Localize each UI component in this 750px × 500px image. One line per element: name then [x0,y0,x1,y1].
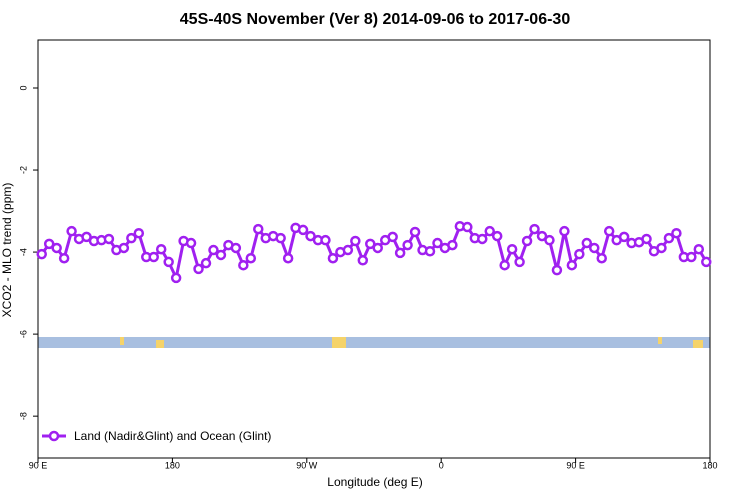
data-point [521,235,533,247]
y-tick-label: -4 [18,248,28,256]
data-point [491,230,503,242]
data-point [275,232,286,244]
data-point [581,237,593,249]
data-point [342,244,354,256]
data-point [170,272,182,284]
data-point [51,242,62,254]
data-point [462,221,473,233]
plot-frame [37,39,711,459]
data-point [320,234,331,246]
data-point [43,238,55,250]
data-point [350,235,361,247]
land-ocean-band [38,337,710,348]
data-point [686,251,697,263]
x-tick-label: 90 E [566,460,585,470]
data-point [514,256,525,268]
data-point [253,223,264,235]
data-point [559,225,570,237]
data-point [282,252,294,264]
y-tick-label: 0 [18,85,28,90]
data-point [305,230,316,242]
data-point [701,256,712,268]
y-tick-label: -8 [18,412,28,420]
data-point [424,246,436,257]
data-point [387,231,398,243]
data-point [618,231,630,243]
x-tick-label: 180 [702,460,717,470]
chart-title: 45S-40S November (Ver 8) 2014-09-06 to 2… [180,11,571,28]
data-point [551,264,563,276]
land-patch [332,337,346,348]
data-point [432,237,443,249]
land-patch [658,337,662,344]
data-point [603,225,615,237]
data-point [641,233,652,245]
data-point [484,225,495,237]
data-point [566,259,578,271]
x-axis-label: Longitude (deg E) [327,475,422,489]
legend-label: Land (Nadir&Glint) and Ocean (Glint) [74,429,271,443]
data-point [297,224,309,236]
data-point [536,230,548,242]
land-patch [120,337,124,345]
x-tick-label: 180 [165,460,180,470]
x-tick-label: 90 E [29,460,48,470]
data-point [208,244,219,256]
data-point [148,251,159,263]
data-point [185,237,197,249]
data-point [447,239,458,251]
data-point [574,248,585,260]
data-point [506,243,518,255]
data-point [126,232,137,244]
data-point [663,232,675,244]
data-point [656,242,667,254]
data-point [499,259,510,271]
data-point [589,242,600,254]
data-point [544,234,555,246]
y-tick-label: -6 [18,330,28,338]
data-point [477,233,488,245]
data-point [66,225,77,237]
data-point [118,242,130,254]
data-point [596,252,607,264]
data-point [365,238,376,250]
data-point [372,242,383,254]
legend-marker [48,430,60,442]
data-point [103,233,115,245]
data-point [155,243,167,255]
data-point [394,247,406,259]
x-tick-label: 0 [439,460,444,470]
data-point [245,252,257,264]
data-point [230,242,242,254]
data-point [215,249,227,261]
data-point [36,248,47,260]
data-point [163,256,174,268]
data-point [529,223,540,235]
ocean-band [38,337,710,348]
data-point [200,257,212,269]
land-patch [156,340,164,348]
data-point [671,227,682,239]
legend: Land (Nadir&Glint) and Ocean (Glint) [42,429,271,443]
data-point [327,252,339,264]
y-axis-label: XCO2 - MLO trend (ppm) [0,183,14,318]
data-point [193,263,204,275]
data-point [58,252,70,264]
data-point [238,259,249,271]
data-point [133,227,145,239]
x-tick-label: 90 W [296,460,318,470]
data-point [402,239,413,251]
land-patch [693,340,703,348]
data-point [409,226,421,238]
data-point [81,231,92,243]
y-tick-label: -2 [18,166,28,174]
data-point [357,255,369,266]
data-point [693,243,705,255]
